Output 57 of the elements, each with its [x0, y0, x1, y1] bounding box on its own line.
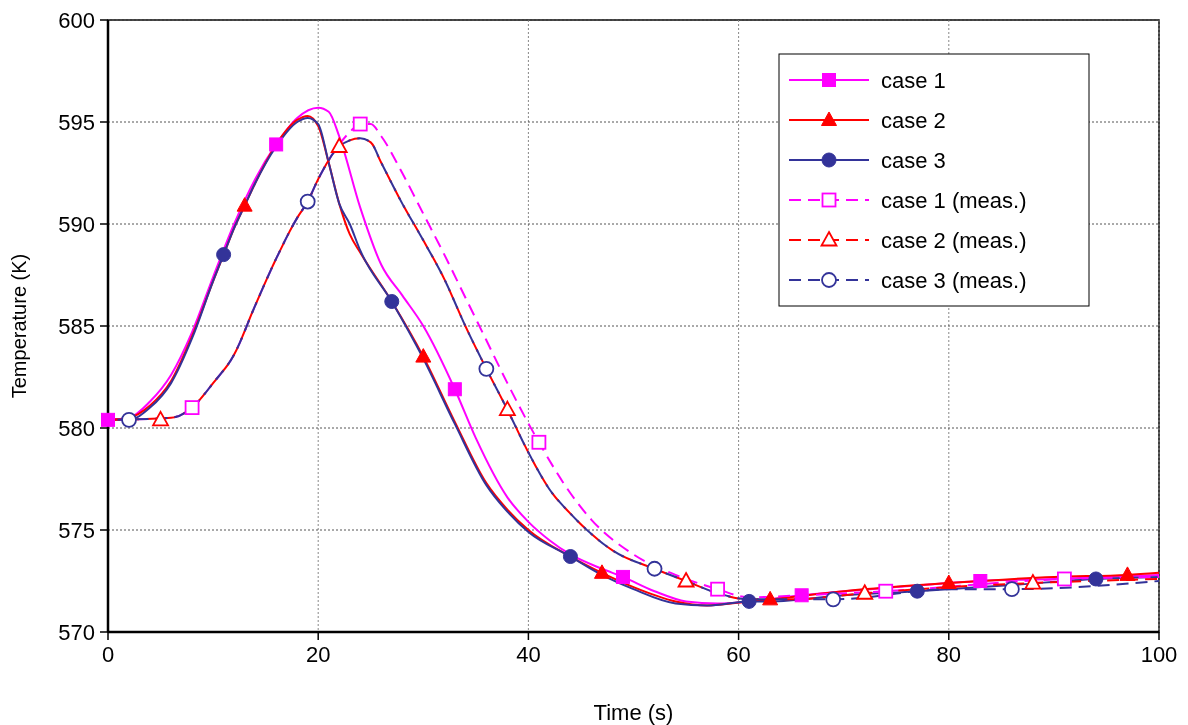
- y-tick-label: 570: [58, 620, 95, 645]
- point: [856, 584, 874, 600]
- legend-label: case 2 (meas.): [881, 228, 1027, 253]
- point: [498, 400, 516, 417]
- point: [121, 411, 137, 428]
- point: [593, 564, 610, 579]
- legend-label: case 1 (meas.): [881, 188, 1027, 213]
- x-tick-label: 0: [101, 642, 115, 667]
- point: [384, 294, 400, 310]
- point: [1003, 581, 1020, 598]
- point: [478, 360, 495, 377]
- point: [741, 593, 757, 609]
- point: [352, 116, 368, 132]
- point: [1057, 571, 1072, 587]
- point: [973, 574, 988, 588]
- legend-label: case 3 (meas.): [881, 268, 1027, 293]
- y-tick-label: 595: [58, 110, 95, 135]
- point: [825, 591, 842, 608]
- x-tick-label: 40: [516, 642, 541, 667]
- point: [236, 197, 253, 212]
- point: [646, 560, 663, 577]
- point: [1024, 574, 1042, 590]
- legend-label: case 3: [881, 148, 946, 173]
- x-axis-title: Time (s): [593, 700, 674, 725]
- y-tick-label: 585: [58, 314, 95, 339]
- point: [152, 410, 169, 427]
- x-tick-label: 60: [726, 642, 751, 667]
- y-tick-label: 575: [58, 518, 95, 543]
- point: [330, 137, 348, 153]
- y-tick-label: 600: [58, 8, 95, 33]
- legend-label: case 1: [881, 68, 946, 93]
- point: [1119, 566, 1136, 581]
- y-axis-title: Temperature (K): [8, 253, 30, 399]
- point: [216, 247, 232, 263]
- point: [415, 348, 432, 363]
- point: [562, 549, 578, 565]
- point: [447, 382, 462, 397]
- x-tick-label: 100: [1140, 642, 1178, 667]
- point: [878, 583, 894, 599]
- point: [101, 412, 115, 427]
- point: [909, 583, 925, 599]
- point: [710, 581, 725, 597]
- point: [677, 572, 695, 588]
- y-tick-label: 580: [58, 416, 95, 441]
- legend-label: case 2: [881, 108, 946, 133]
- point: [794, 588, 809, 603]
- point: [1088, 571, 1104, 587]
- x-tick-label: 80: [936, 642, 962, 667]
- x-tick-label: 20: [305, 642, 331, 667]
- point: [269, 137, 284, 152]
- point: [184, 400, 200, 415]
- y-tick-label: 590: [58, 212, 95, 237]
- point: [762, 590, 779, 606]
- point: [615, 569, 630, 584]
- point: [299, 193, 316, 210]
- point: [940, 574, 957, 590]
- point: [531, 434, 547, 450]
